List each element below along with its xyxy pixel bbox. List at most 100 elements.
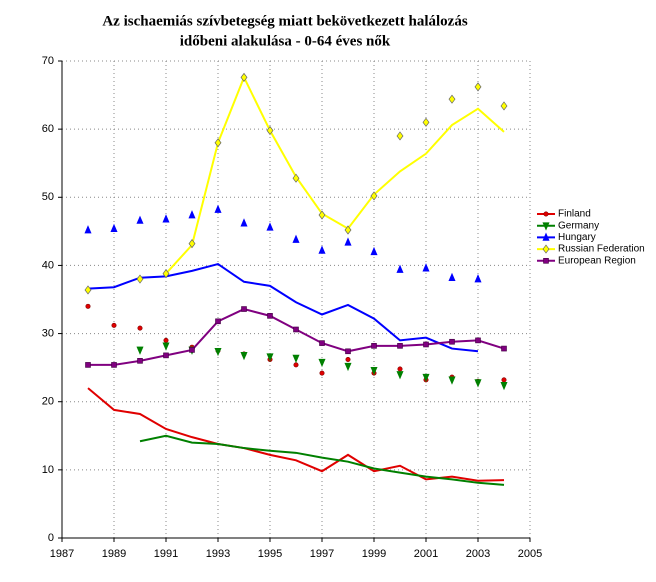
x-tick-label: 1989 bbox=[102, 548, 126, 560]
legend-label: Germany bbox=[558, 220, 599, 231]
y-tick-label: 40 bbox=[42, 259, 54, 271]
data-point bbox=[266, 222, 274, 231]
data-point bbox=[136, 274, 144, 284]
data-point bbox=[240, 218, 248, 227]
data-point bbox=[215, 318, 221, 325]
data-point bbox=[137, 325, 143, 331]
legend-label: Hungary bbox=[558, 232, 596, 243]
data-point bbox=[474, 379, 482, 388]
data-point bbox=[448, 94, 456, 104]
data-point bbox=[396, 131, 404, 141]
data-point bbox=[500, 382, 508, 391]
data-point bbox=[397, 343, 403, 349]
data-point bbox=[188, 239, 196, 249]
data-point bbox=[318, 245, 326, 254]
data-point bbox=[214, 347, 222, 357]
data-point bbox=[422, 117, 430, 127]
data-point bbox=[397, 366, 403, 372]
data-point bbox=[318, 358, 326, 368]
data-point bbox=[319, 340, 325, 346]
series-line bbox=[87, 262, 479, 353]
data-point bbox=[474, 82, 482, 92]
data-point bbox=[422, 263, 430, 272]
data-point bbox=[293, 362, 299, 368]
data-point bbox=[396, 264, 404, 273]
data-point bbox=[163, 352, 169, 359]
legend-label: Finland bbox=[558, 209, 591, 220]
data-point bbox=[292, 234, 300, 243]
data-point bbox=[84, 225, 92, 234]
data-point bbox=[475, 337, 481, 344]
x-tick-label: 1997 bbox=[310, 548, 334, 560]
chart-title: Az ischaemiás szívbetegség miatt bekövet… bbox=[102, 13, 468, 29]
y-tick-label: 10 bbox=[42, 464, 54, 476]
series-line bbox=[139, 434, 505, 486]
data-point bbox=[319, 370, 325, 376]
legend-marker bbox=[542, 232, 550, 241]
data-point bbox=[111, 362, 117, 368]
data-point bbox=[85, 303, 91, 309]
data-point bbox=[136, 346, 144, 355]
data-point bbox=[85, 362, 91, 368]
y-tick-label: 70 bbox=[42, 55, 54, 67]
data-point bbox=[266, 125, 274, 136]
x-tick-label: 1987 bbox=[50, 548, 74, 560]
data-point bbox=[500, 101, 508, 111]
x-tick-label: 2003 bbox=[466, 548, 490, 560]
data-point bbox=[448, 272, 456, 282]
data-point bbox=[449, 338, 455, 345]
data-point bbox=[137, 358, 143, 364]
data-point bbox=[240, 72, 248, 82]
x-tick-label: 2005 bbox=[518, 548, 542, 560]
x-tick-label: 1999 bbox=[362, 548, 386, 560]
chart-title: időbeni alakulása - 0-64 éves nők bbox=[180, 33, 391, 49]
legend-marker bbox=[542, 244, 550, 254]
x-tick-label: 1993 bbox=[206, 548, 230, 560]
x-tick-label: 1991 bbox=[154, 548, 178, 560]
legend-label: European Region bbox=[558, 255, 636, 266]
data-point bbox=[501, 345, 507, 352]
data-point bbox=[266, 353, 274, 362]
data-point bbox=[344, 225, 352, 235]
data-point bbox=[370, 246, 378, 256]
data-point bbox=[370, 191, 378, 201]
x-tick-label: 1995 bbox=[258, 548, 282, 560]
y-tick-label: 50 bbox=[42, 191, 54, 203]
x-tick-label: 2001 bbox=[414, 548, 438, 560]
data-point bbox=[396, 371, 404, 380]
y-tick-label: 0 bbox=[48, 532, 54, 544]
data-point bbox=[292, 173, 300, 183]
data-point bbox=[214, 138, 222, 148]
data-point bbox=[240, 352, 248, 361]
legend-marker bbox=[542, 222, 550, 231]
y-tick-label: 60 bbox=[42, 123, 54, 135]
legend-marker bbox=[543, 211, 549, 217]
data-point bbox=[162, 214, 170, 223]
data-point bbox=[344, 237, 352, 246]
data-point bbox=[423, 341, 429, 348]
data-point bbox=[293, 326, 299, 333]
data-point bbox=[422, 373, 430, 383]
data-point bbox=[162, 342, 170, 351]
data-point bbox=[344, 362, 352, 372]
data-point bbox=[111, 322, 117, 328]
data-point bbox=[189, 347, 195, 353]
series-line bbox=[165, 74, 505, 275]
data-point bbox=[292, 354, 300, 363]
data-point bbox=[188, 210, 196, 219]
data-point bbox=[448, 376, 456, 385]
data-point bbox=[214, 204, 222, 213]
data-point bbox=[318, 210, 326, 220]
legend-label: Russian Federation bbox=[558, 244, 645, 255]
data-point bbox=[345, 356, 351, 362]
data-point bbox=[474, 274, 482, 283]
data-point bbox=[370, 367, 378, 376]
data-point bbox=[110, 223, 118, 232]
data-point bbox=[501, 377, 507, 383]
y-tick-label: 30 bbox=[42, 327, 54, 339]
data-point bbox=[371, 343, 377, 349]
data-point bbox=[267, 313, 273, 319]
